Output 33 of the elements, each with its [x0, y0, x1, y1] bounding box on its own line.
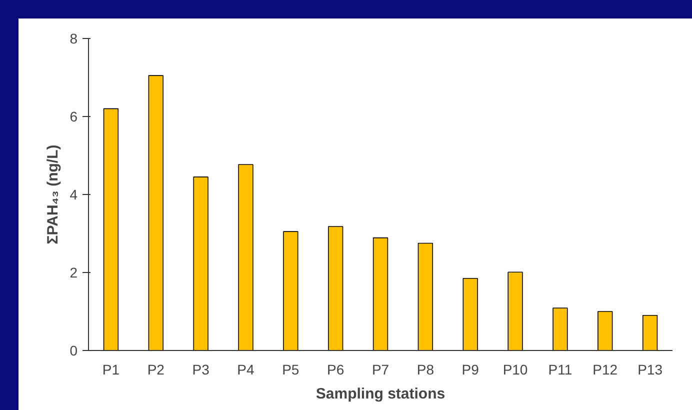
bar [598, 311, 613, 350]
y-tick-label: 4 [70, 186, 78, 202]
x-tick-label: P10 [502, 362, 528, 378]
x-tick-label: P2 [147, 362, 165, 378]
bar [372, 237, 388, 350]
x-tick-label: P4 [237, 362, 255, 378]
bar [462, 278, 478, 350]
bar [103, 108, 119, 350]
x-tick-label: P13 [638, 362, 663, 378]
y-tick-label: 2 [70, 264, 78, 280]
bar [238, 164, 254, 350]
y-tick-label: 0 [70, 342, 78, 358]
bar [642, 315, 658, 350]
bar [508, 272, 523, 350]
bar [283, 231, 298, 350]
y-tick-label: 8 [70, 30, 78, 46]
x-tick-label: P9 [462, 362, 480, 378]
x-axis-title: Sampling stations [316, 386, 446, 402]
bar [328, 226, 344, 350]
bar [552, 308, 568, 350]
x-tick-label: P5 [282, 362, 300, 378]
bar [193, 176, 208, 350]
bar [148, 75, 164, 350]
x-tick-label: P1 [102, 362, 120, 378]
x-tick-label: P11 [548, 362, 572, 378]
y-tick-label: 6 [70, 108, 78, 124]
x-tick-label: P12 [592, 362, 618, 378]
x-tick-label: P8 [416, 362, 434, 378]
y-axis-title: ΣPAH₄₃ (ng/L) [44, 144, 62, 244]
x-tick-label: P3 [192, 362, 210, 378]
bar [418, 242, 434, 350]
x-tick-label: P6 [327, 362, 344, 378]
x-tick-label: P7 [372, 362, 390, 378]
